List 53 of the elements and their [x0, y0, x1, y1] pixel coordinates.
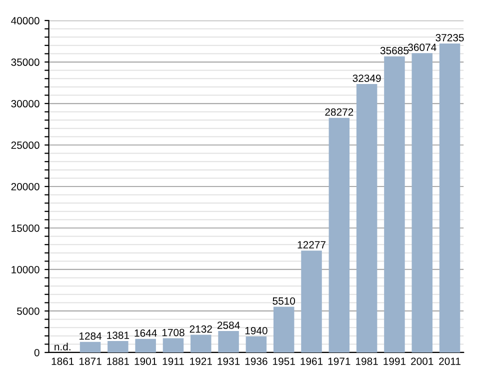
bar	[439, 43, 460, 352]
x-tick-label: 1961	[300, 358, 323, 365]
x-tick-label: 2001	[411, 358, 434, 365]
y-tick-label: 35000	[11, 58, 40, 66]
data-label: 35685	[380, 46, 409, 54]
data-label: 37235	[436, 34, 464, 42]
x-tick-label: 1951	[273, 358, 295, 365]
y-tick-label: 0	[34, 348, 40, 356]
data-label: 12277	[298, 241, 326, 248]
y-tick-label: 25000	[11, 142, 40, 149]
y-tick-label: 15000	[12, 224, 40, 232]
x-tick-label: 1936	[245, 358, 268, 365]
y-tick-label: 10000	[12, 266, 40, 274]
data-label: 1381	[107, 332, 130, 339]
data-label: 1644	[134, 329, 157, 337]
x-tick-label: 2011	[439, 358, 460, 365]
data-label: 1708	[162, 328, 184, 336]
bar	[328, 118, 350, 352]
x-tick-label: 1871	[79, 358, 102, 365]
x-tick-label: 1931	[218, 358, 240, 365]
bar	[412, 53, 432, 352]
y-tick-label: 40000	[11, 17, 40, 24]
data-label: 1284	[79, 332, 102, 340]
bar	[356, 84, 378, 352]
data-label: 2132	[190, 325, 212, 333]
x-tick-label: 1911	[162, 358, 184, 365]
data-label: 32349	[352, 74, 381, 82]
bar	[218, 331, 239, 352]
bar	[273, 306, 294, 352]
data-label: 5510	[272, 297, 296, 305]
y-tick-label: 20000	[11, 183, 40, 190]
data-label: 28272	[325, 108, 354, 116]
x-tick-label: 1971	[328, 358, 350, 365]
x-tick-label: 1861	[52, 358, 74, 365]
y-tick-label: 5000	[17, 307, 40, 315]
data-label: 36074	[408, 44, 436, 52]
x-tick-label: 1981	[356, 358, 378, 365]
x-tick-label: 1901	[134, 358, 157, 365]
bar	[301, 250, 322, 352]
y-tick-label: 30000	[11, 100, 40, 108]
x-tick-label: 1881	[107, 358, 130, 365]
bar	[108, 341, 128, 352]
bar	[246, 336, 267, 352]
bar	[135, 338, 156, 352]
x-tick-label: 1921	[190, 358, 212, 365]
text: n.d.	[54, 342, 70, 350]
bar	[384, 56, 405, 352]
bar	[190, 334, 212, 352]
bar	[162, 338, 184, 352]
x-tick-label: 1991	[384, 358, 406, 365]
data-label: 2584	[217, 322, 240, 329]
bar	[80, 342, 101, 352]
data-label: 1940	[245, 326, 268, 334]
